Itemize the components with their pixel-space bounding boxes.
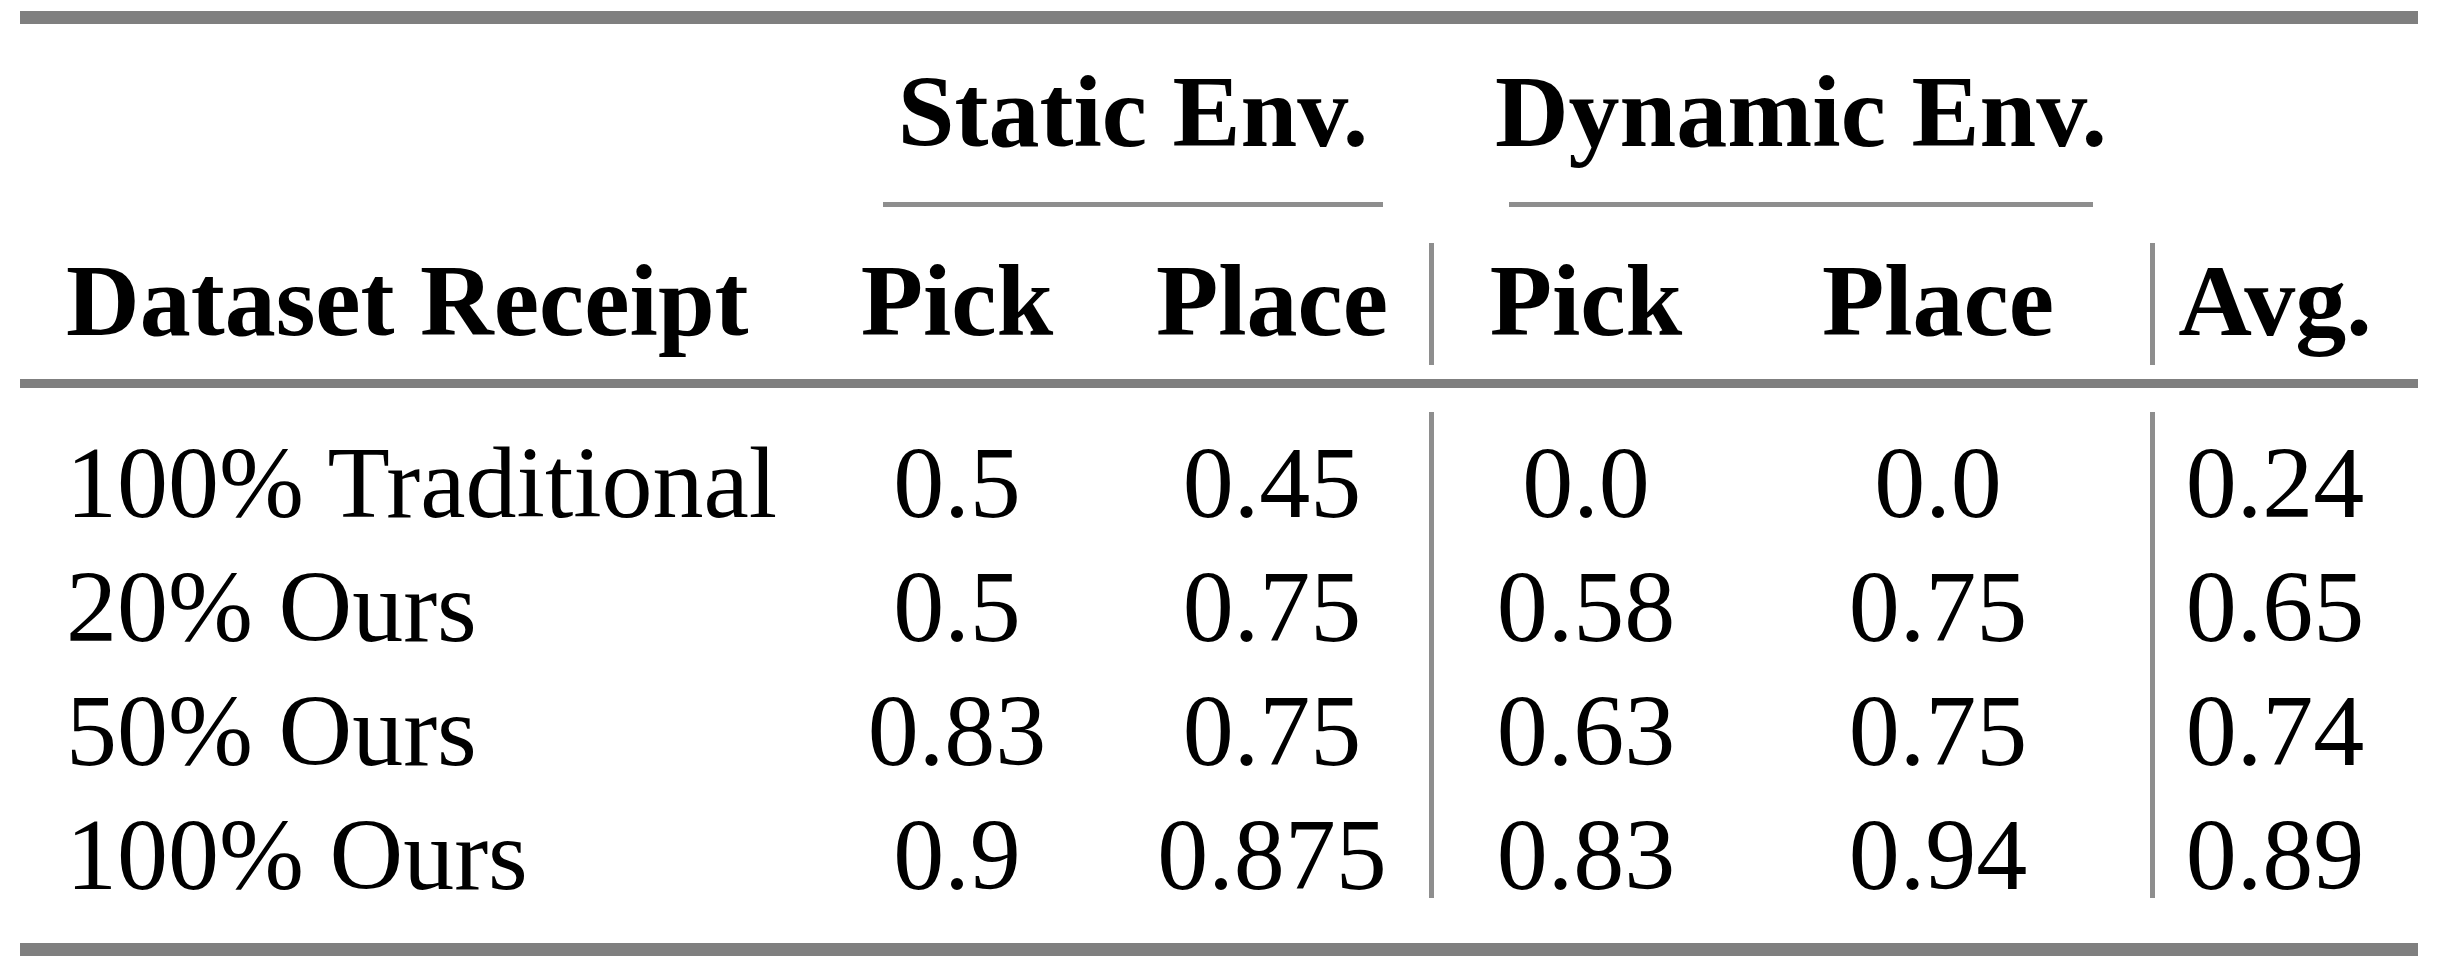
table-bottom-rule [20,943,2418,956]
column-header-static-place: Place [1156,250,1388,352]
table-mid-rule [20,379,2418,388]
cell-dynamic-pick: 0.83 [1497,804,1676,906]
column-header-avg: Avg. [2178,250,2372,352]
cell-static-pick: 0.5 [893,556,1021,658]
cell-static-place: 0.875 [1157,804,1387,906]
cell-dynamic-place: 0.94 [1849,804,2028,906]
cmidrule-static [883,202,1383,207]
cell-avg: 0.65 [2186,556,2365,658]
cell-static-pick: 0.83 [868,680,1047,782]
cell-dynamic-pick: 0.0 [1522,432,1650,534]
results-table: Static Env. Dynamic Env. Dataset Receipt… [0,0,2440,966]
row-label: 20% Ours [66,556,477,658]
cell-dynamic-place: 0.0 [1874,432,2002,534]
cell-static-pick: 0.9 [893,804,1021,906]
cmidrule-dynamic [1509,202,2093,207]
column-header-dataset-receipt: Dataset Receipt [66,250,749,352]
cell-static-pick: 0.5 [893,432,1021,534]
cell-avg: 0.74 [2186,680,2365,782]
group-header-dynamic-env: Dynamic Env. [1495,61,2107,163]
table-top-rule [20,11,2418,24]
vertical-rule-static-dynamic [1429,243,1434,365]
column-header-static-pick: Pick [861,250,1054,352]
column-header-dynamic-place: Place [1822,250,2054,352]
column-header-dynamic-pick: Pick [1490,250,1683,352]
group-header-static-env: Static Env. [898,61,1368,163]
cell-static-place: 0.45 [1183,432,1362,534]
cell-dynamic-pick: 0.58 [1497,556,1676,658]
cell-avg: 0.89 [2186,804,2365,906]
cell-dynamic-pick: 0.63 [1497,680,1676,782]
cell-dynamic-place: 0.75 [1849,680,2028,782]
cell-dynamic-place: 0.75 [1849,556,2028,658]
cell-static-place: 0.75 [1183,556,1362,658]
vertical-rule-dynamic-avg [2150,412,2155,898]
vertical-rule-static-dynamic [1429,412,1434,898]
cell-avg: 0.24 [2186,432,2365,534]
cell-static-place: 0.75 [1183,680,1362,782]
row-label: 50% Ours [66,680,477,782]
row-label: 100% Traditional [66,432,777,534]
row-label: 100% Ours [66,804,528,906]
vertical-rule-dynamic-avg [2150,243,2155,365]
